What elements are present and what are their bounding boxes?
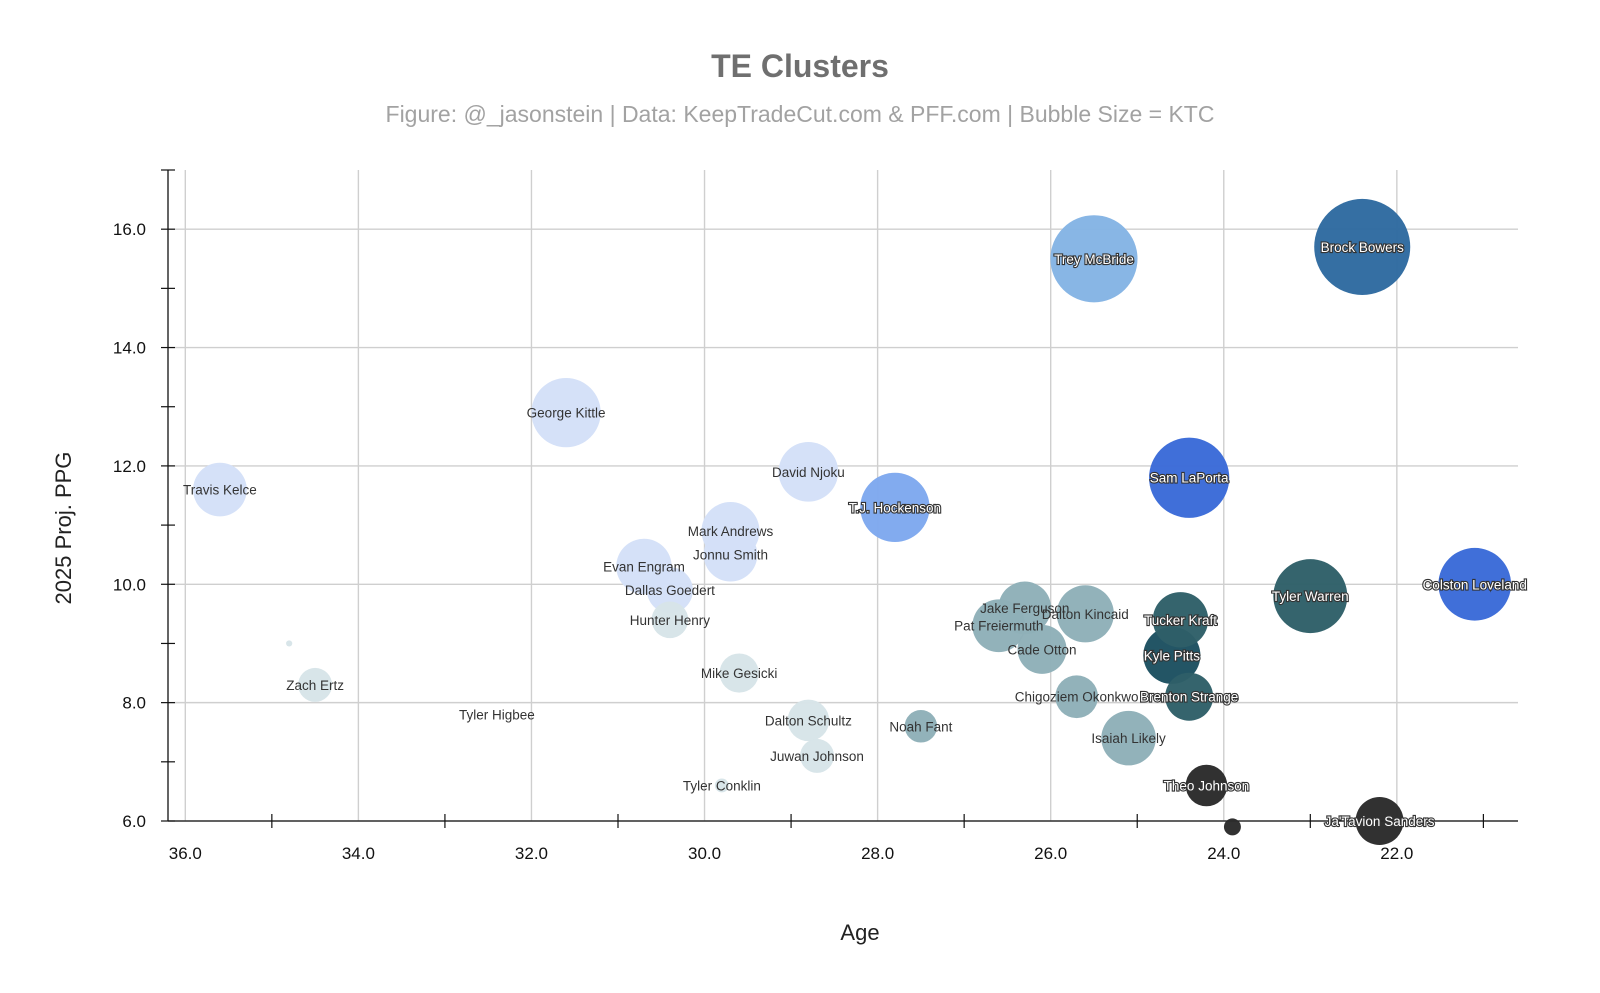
bubble-label: Tyler Higbee bbox=[459, 707, 535, 722]
bubble-point bbox=[1165, 672, 1214, 721]
bubble-point bbox=[1273, 559, 1348, 634]
bubble-point bbox=[972, 599, 1026, 653]
bubble-label: Mike Gesicki bbox=[701, 666, 778, 681]
bubble-label: Cade Otton bbox=[1008, 642, 1077, 657]
bubble-point bbox=[714, 778, 729, 793]
bubble-point bbox=[719, 653, 759, 693]
y-tick-label: 8.0 bbox=[122, 694, 146, 713]
x-tick-label: 36.0 bbox=[169, 844, 202, 863]
x-axis-label: Age bbox=[840, 920, 880, 945]
x-tick-label: 28.0 bbox=[861, 844, 894, 863]
x-tick-label: 30.0 bbox=[688, 844, 721, 863]
bubble-point bbox=[787, 699, 830, 742]
bubble-label: Theo Johnson bbox=[1164, 778, 1250, 793]
bubble-label: Dalton Schultz bbox=[765, 713, 852, 728]
bubble-layer bbox=[193, 198, 1512, 846]
bubble-label: Zach Ertz bbox=[286, 678, 344, 693]
bubble-point bbox=[904, 710, 938, 743]
bubble-point bbox=[860, 472, 930, 542]
bubble-label: George Kittle bbox=[527, 406, 606, 421]
x-tick-label: 26.0 bbox=[1034, 844, 1067, 863]
bubble-label: Jake Ferguson bbox=[980, 601, 1069, 616]
bubble-label: Tucker Kraft bbox=[1144, 613, 1217, 628]
bubble-point bbox=[1185, 764, 1228, 807]
bubble-label: Hunter Henry bbox=[630, 613, 711, 628]
bubble-label: Sam LaPorta bbox=[1150, 471, 1229, 486]
bubble-point bbox=[1050, 215, 1138, 303]
bubble-label: Mark Andrews bbox=[688, 524, 774, 539]
bubble-label: Brock Bowers bbox=[1321, 240, 1405, 255]
bubble-label: Tyler Warren bbox=[1272, 589, 1349, 604]
bubble-point bbox=[1056, 585, 1114, 643]
bubble-label: Brenton Strange bbox=[1140, 690, 1238, 705]
chart-subtitle: Figure: @_jasonstein | Data: KeepTradeCu… bbox=[385, 101, 1215, 127]
bubble-label: Tyler Conklin bbox=[683, 778, 761, 793]
bubble-point bbox=[646, 567, 693, 614]
x-tick-label: 34.0 bbox=[342, 844, 375, 863]
bubble-label: Pat Freiermuth bbox=[954, 619, 1043, 634]
bubble-point bbox=[703, 527, 758, 582]
y-tick-label: 16.0 bbox=[113, 220, 146, 239]
bubble-point bbox=[1355, 796, 1404, 846]
bubble-label: Dalton Kincaid bbox=[1042, 607, 1129, 622]
bubble-label: Colston Loveland bbox=[1423, 577, 1527, 592]
bubble-label: Ja'Tavion Sanders bbox=[1325, 814, 1435, 829]
bubble-label: T.J. Hockenson bbox=[849, 500, 941, 515]
bubble-label: Evan Engram bbox=[603, 560, 685, 575]
x-tick-label: 32.0 bbox=[515, 844, 548, 863]
bubble-point bbox=[1152, 592, 1209, 648]
bubble-label: Dallas Goedert bbox=[625, 583, 715, 598]
bubble-point bbox=[298, 667, 333, 702]
bubble-point bbox=[1438, 547, 1512, 621]
bubble-point bbox=[1149, 437, 1230, 518]
bubble-point bbox=[1314, 198, 1411, 295]
bubble-label: Jonnu Smith bbox=[693, 548, 768, 563]
bubble-point bbox=[1223, 818, 1241, 836]
bubble-label: Juwan Johnson bbox=[770, 749, 864, 764]
x-tick-label: 22.0 bbox=[1380, 844, 1413, 863]
y-tick-label: 6.0 bbox=[122, 812, 146, 831]
bubble-label: Travis Kelce bbox=[183, 483, 257, 498]
bubble-point bbox=[800, 738, 835, 773]
bubble-label: Chigoziem Okonkwo bbox=[1015, 690, 1139, 705]
bubble-label: Trey McBride bbox=[1054, 252, 1134, 267]
bubble-point bbox=[1101, 710, 1156, 766]
y-axis-label: 2025 Proj. PPG bbox=[51, 451, 76, 605]
y-tick-label: 12.0 bbox=[113, 457, 146, 476]
bubble-label: Noah Fant bbox=[889, 719, 952, 734]
bubble-label: Kyle Pitts bbox=[1144, 648, 1201, 663]
bubble-label: David Njoku bbox=[772, 465, 845, 480]
bubble-label: Isaiah Likely bbox=[1091, 731, 1166, 746]
bubble-point bbox=[651, 601, 689, 639]
bubble-point bbox=[1017, 624, 1067, 674]
bubble-point bbox=[1055, 675, 1099, 719]
y-tick-label: 10.0 bbox=[113, 575, 146, 594]
y-tick-label: 14.0 bbox=[113, 339, 146, 358]
axis-layer: 36.0 34.0 32.0 30.0 28.0 26.0 24.0 22.0 6.0 8.0 10… bbox=[113, 169, 1518, 863]
chart-title: TE Clusters bbox=[711, 48, 889, 84]
x-tick-label: 24.0 bbox=[1207, 844, 1240, 863]
bubble-point bbox=[286, 640, 293, 647]
bubble-point bbox=[531, 377, 601, 448]
bubble-point bbox=[193, 462, 247, 517]
bubble-label-layer: Brock Bowers Trey McBride Sam LaPorta Colst… bbox=[183, 239, 1528, 830]
bubble-point bbox=[778, 442, 839, 502]
